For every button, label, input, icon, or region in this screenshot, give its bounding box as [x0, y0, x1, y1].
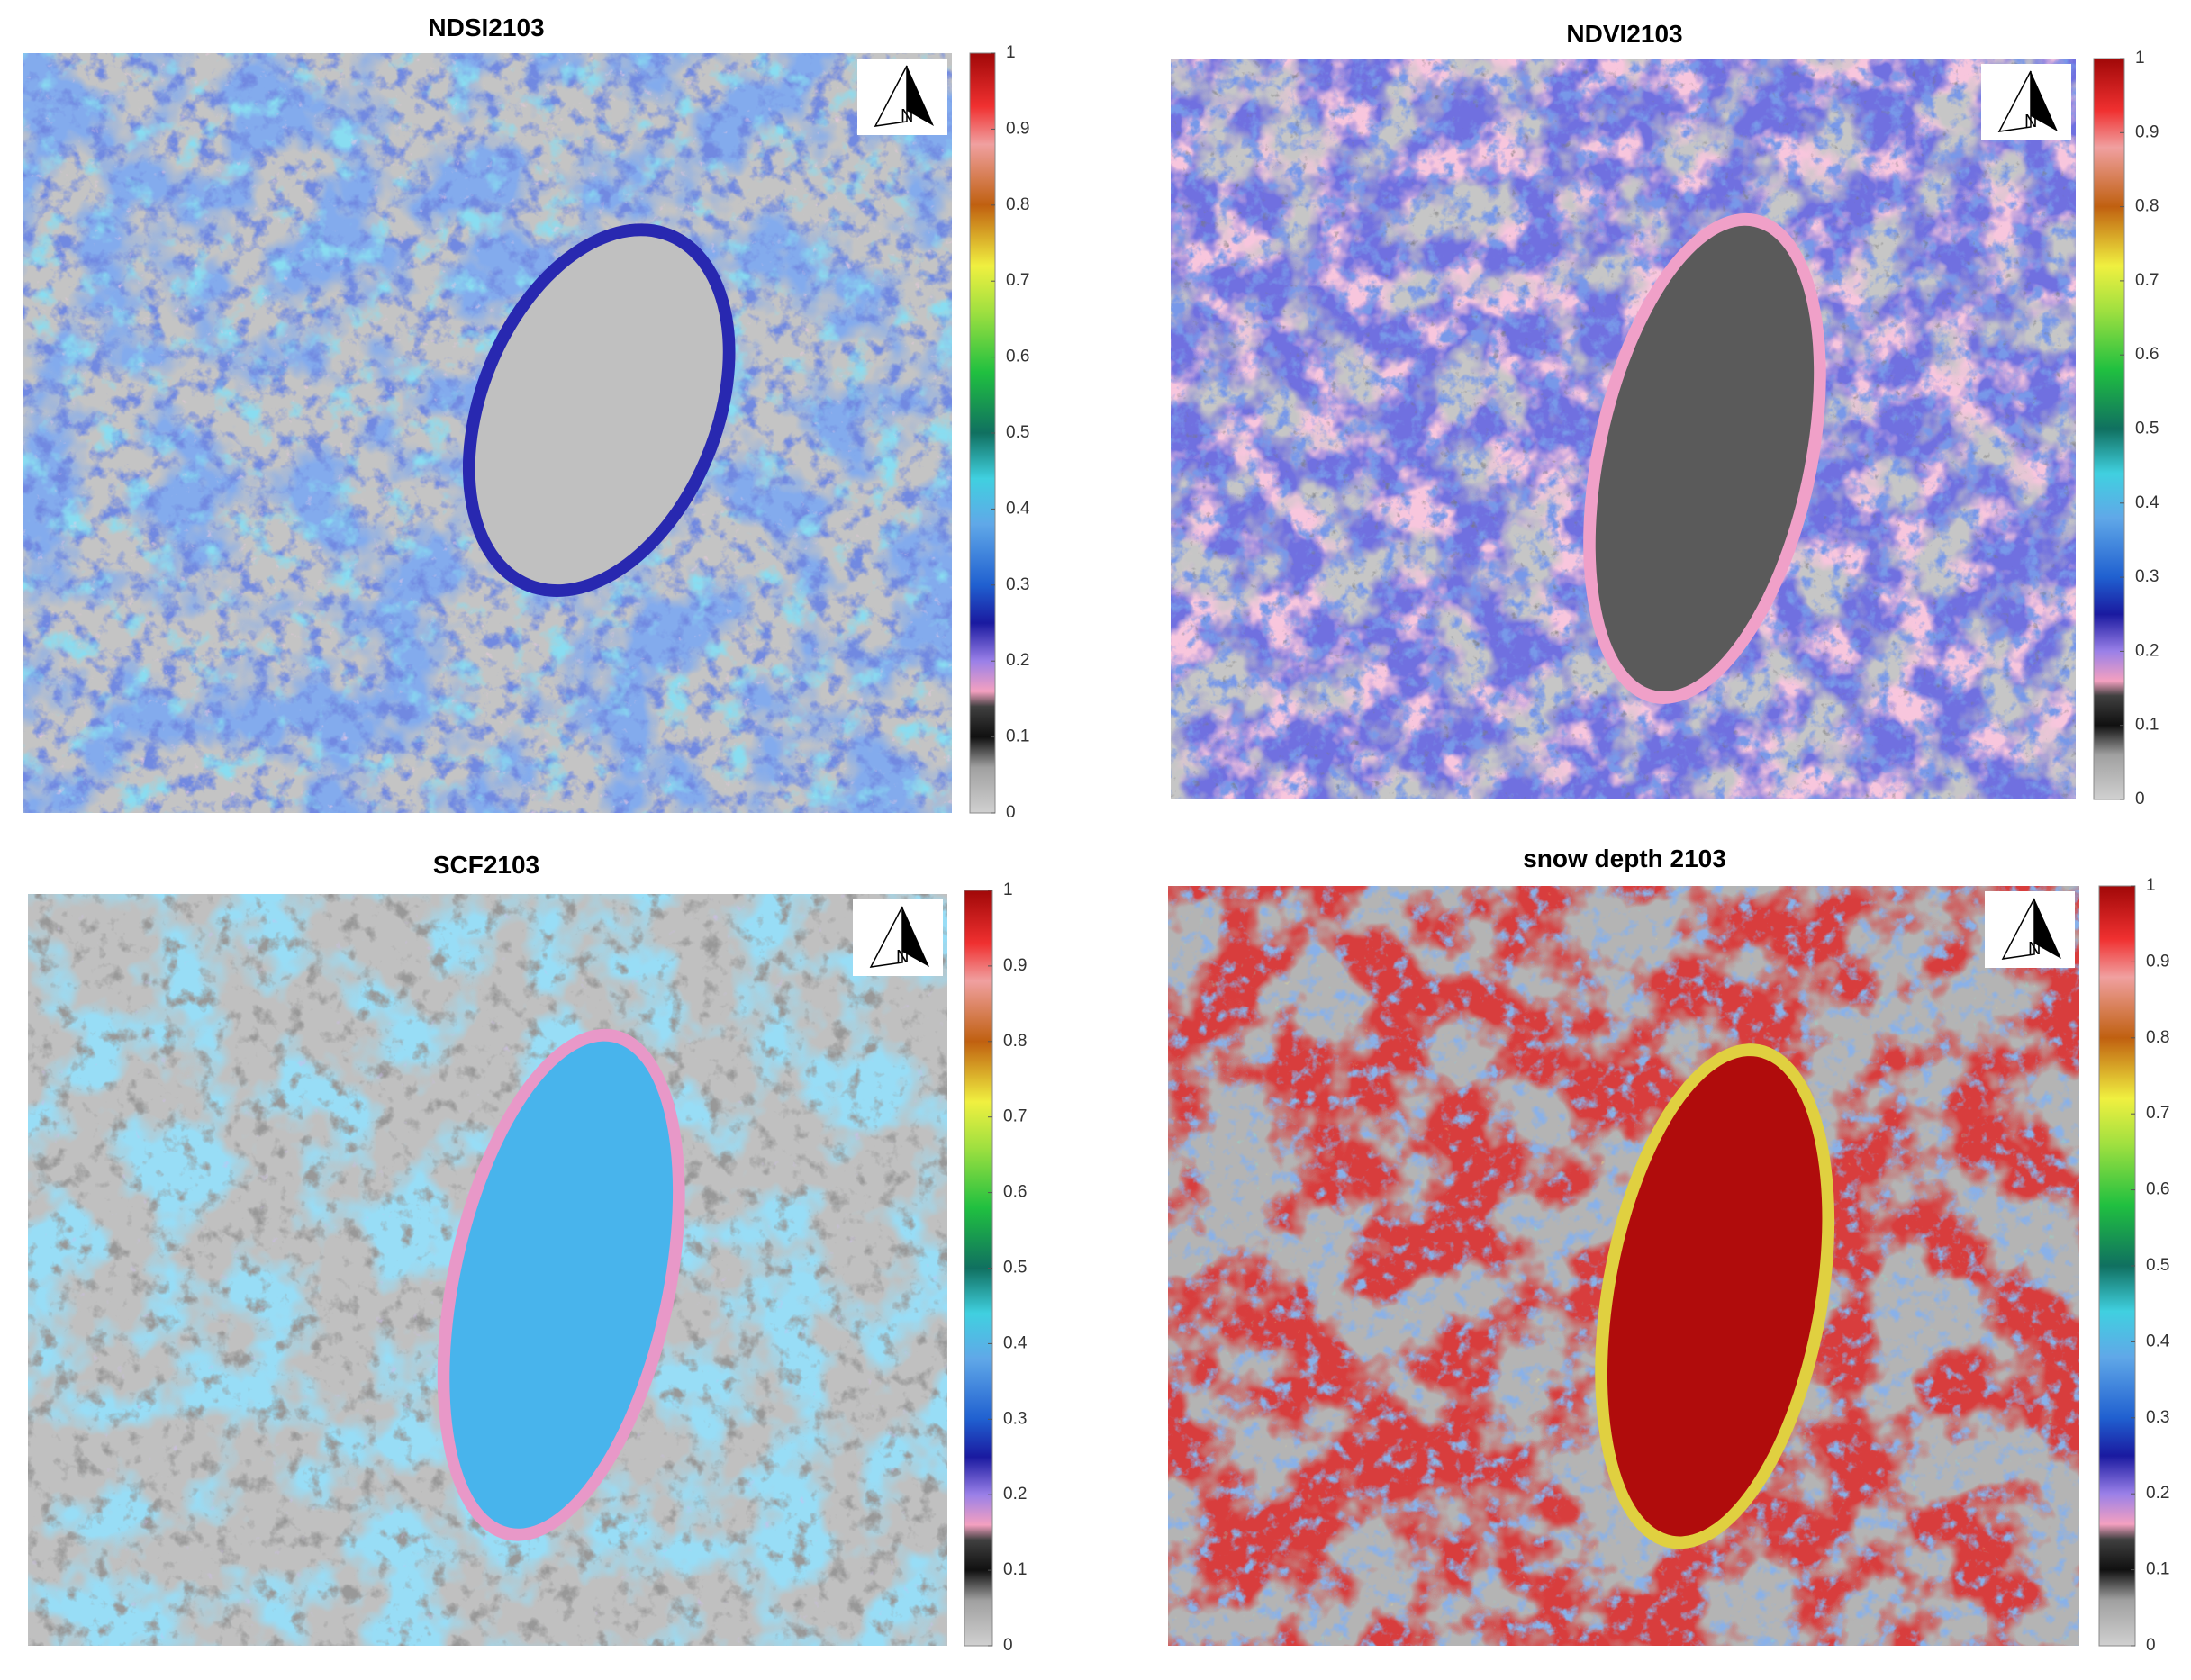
colorbar-tick-label: 1	[1003, 881, 1013, 899]
colorbar-tick-label: 0.2	[1006, 651, 1029, 670]
panel-title: SCF2103	[433, 851, 539, 879]
colorbar	[2093, 58, 2125, 800]
panel-title: NDVI2103	[1566, 20, 1682, 48]
colorbar-tick-label: 0.7	[1003, 1107, 1027, 1126]
colorbar-tick-label: 0.6	[1006, 348, 1029, 366]
colorbar-tick-label: 0.7	[2135, 271, 2159, 290]
colorbar-tick-label: 0.9	[2135, 122, 2159, 141]
colorbar	[964, 890, 993, 1647]
colorbar-tick-label: 0.3	[1003, 1409, 1027, 1428]
north-label: N	[901, 106, 913, 126]
colorbar-tick-label: 0.8	[1003, 1032, 1027, 1051]
colorbar-tick-label: 0	[1006, 803, 1016, 822]
panel: snow depth 2103 N 0 0.1 0.2 0.3 0.4 0.5 0.6 0.7 0.…	[1168, 845, 2170, 1655]
colorbar-tick-label: 0.3	[2135, 567, 2159, 586]
colorbar-tick-label: 0.4	[2146, 1332, 2170, 1350]
colorbar-tick-label: 0.3	[2146, 1408, 2169, 1427]
colorbar-tick-label: 0.5	[2146, 1256, 2169, 1275]
panel-title: snow depth 2103	[1523, 845, 1726, 872]
panel-title: NDSI2103	[428, 14, 544, 41]
colorbar-tick-label: 0.7	[2146, 1104, 2169, 1123]
colorbar-tick-label: 0.9	[2146, 952, 2169, 971]
north-label: N	[2024, 112, 2037, 131]
north-arrow	[2034, 899, 2061, 959]
panel: NDSI2103 N 0 0.1 0.2 0.3 0.4 0.5 0.6 0.7 0.8 0.9 1	[23, 14, 1030, 822]
colorbar-tick-label: 0.1	[2146, 1560, 2169, 1579]
colorbar-tick-label: 0.7	[1006, 271, 1029, 290]
north-arrow	[902, 907, 929, 967]
colorbar-tick-label: 0.1	[2135, 716, 2159, 735]
colorbar-tick-label: 1	[1006, 43, 1016, 62]
north-arrow	[907, 66, 934, 126]
lake	[475, 236, 723, 585]
colorbar-tick-label: 0.2	[1003, 1485, 1027, 1504]
map	[1171, 59, 2076, 799]
lake	[1595, 225, 1815, 692]
colorbar-tick-label: 0	[2146, 1636, 2156, 1655]
colorbar-tick-label: 0.4	[1003, 1333, 1028, 1352]
north-label: N	[896, 947, 909, 967]
colorbar-tick-label: 0.5	[1006, 423, 1029, 442]
north-label: N	[2028, 939, 2041, 959]
colorbar-tick-label: 0.8	[1006, 195, 1029, 214]
colorbar-tick-label: 0.1	[1006, 727, 1029, 746]
colorbar-tick-label: 0	[2135, 790, 2145, 808]
colorbar-tick-label: 0.9	[1003, 956, 1027, 975]
panel: SCF2103 N 0 0.1 0.2 0.3 0.4 0.5 0.6 0.7 0.8 0.9 1	[28, 851, 1028, 1655]
colorbar-tick-label: 0.5	[2135, 420, 2159, 438]
north-arrow	[2031, 71, 2058, 131]
colorbar-tick-label: 0.2	[2146, 1484, 2169, 1503]
colorbar-tick-label: 0.4	[2135, 493, 2159, 512]
colorbar	[2098, 885, 2136, 1647]
colorbar-tick-label: 1	[2146, 876, 2156, 895]
colorbar-tick-label: 0.5	[1003, 1259, 1027, 1278]
colorbar-tick-label: 0.2	[2135, 641, 2159, 660]
map	[28, 894, 947, 1646]
colorbar-tick-label: 1	[2135, 49, 2145, 68]
lake	[1607, 1056, 1823, 1537]
colorbar-tick-label: 0.6	[2146, 1180, 2169, 1199]
lake	[449, 1041, 674, 1529]
colorbar-tick-label: 0.6	[1003, 1183, 1027, 1202]
colorbar-tick-label: 0.1	[1003, 1560, 1027, 1579]
colorbar-tick-label: 0	[1003, 1636, 1013, 1655]
colorbar-tick-label: 0.8	[2146, 1028, 2169, 1047]
colorbar-tick-label: 0.6	[2135, 345, 2159, 364]
colorbar-tick-label: 0.9	[1006, 119, 1029, 138]
panel: NDVI2103 N 0 0.1 0.2 0.3 0.4 0.5 0.6 0.7 0.8 0.9 1	[1171, 20, 2159, 808]
colorbar-tick-label: 0.8	[2135, 197, 2159, 216]
map	[1168, 886, 2079, 1646]
colorbar-tick-label: 0.4	[1006, 499, 1030, 518]
map	[23, 53, 952, 813]
colorbar-tick-label: 0.3	[1006, 575, 1029, 594]
